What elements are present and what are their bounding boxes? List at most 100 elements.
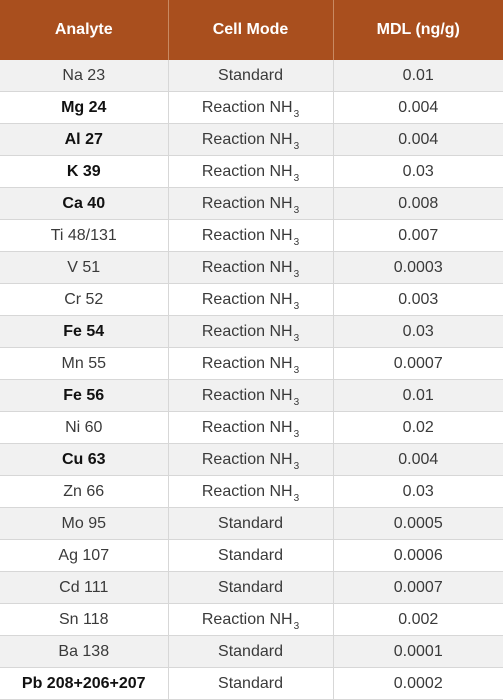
cell-mode-cell: Reaction NH3 [168, 379, 334, 412]
mdl-cell: 0.0007 [333, 571, 503, 604]
mdl-cell: 0.01 [333, 60, 503, 92]
table-header: Analyte Cell Mode MDL (ng/g) [0, 0, 503, 60]
table-row: Mn 55 Reaction NH3 0.0007 [0, 347, 503, 380]
table-row: Mg 24 Reaction NH3 0.004 [0, 91, 503, 124]
header-mdl: MDL (ng/g) [333, 0, 503, 60]
cell-mode-cell: Reaction NH3 [168, 91, 334, 124]
cell-mode-text: Reaction NH [201, 162, 293, 180]
mdl-cell: 0.03 [333, 475, 503, 508]
analyte-cell: Mg 24 [0, 91, 169, 124]
table-row: Al 27 Reaction NH3 0.004 [0, 123, 503, 156]
cell-mode-text: Standard [218, 674, 283, 692]
mdl-cell: 0.0003 [333, 251, 503, 284]
analyte-cell: Na 23 [0, 60, 169, 92]
cell-mode-subscript: 3 [293, 332, 300, 344]
table-row: Pb 208+206+207 Standard 0.0002 [0, 667, 503, 700]
mdl-cell: 0.01 [333, 379, 503, 412]
mdl-cell: 0.0005 [333, 507, 503, 540]
table-row: Cu 63 Reaction NH3 0.004 [0, 443, 503, 476]
cell-mode-text: Standard [218, 514, 283, 532]
mdl-cell: 0.002 [333, 603, 503, 636]
analyte-cell: Fe 56 [0, 379, 169, 412]
mdl-cell: 0.0006 [333, 539, 503, 572]
mdl-cell: 0.004 [333, 123, 503, 156]
mdl-cell: 0.004 [333, 91, 503, 124]
mdl-cell: 0.003 [333, 283, 503, 316]
cell-mode-subscript: 3 [293, 460, 300, 472]
analyte-cell: Ag 107 [0, 539, 169, 572]
cell-mode-subscript: 3 [293, 108, 300, 120]
cell-mode-subscript: 3 [293, 396, 300, 408]
cell-mode-text: Reaction NH [201, 610, 293, 628]
cell-mode-subscript: 3 [293, 428, 300, 440]
cell-mode-text: Reaction NH [201, 322, 293, 340]
cell-mode-subscript: 3 [293, 140, 300, 152]
mdl-cell: 0.007 [333, 219, 503, 252]
cell-mode-cell: Reaction NH3 [168, 251, 334, 284]
cell-mode-cell: Standard [168, 539, 334, 572]
mdl-cell: 0.03 [333, 315, 503, 348]
cell-mode-cell: Reaction NH3 [168, 155, 334, 188]
table-row: Cr 52 Reaction NH3 0.003 [0, 283, 503, 316]
cell-mode-text: Standard [218, 546, 283, 564]
analyte-cell: Cr 52 [0, 283, 169, 316]
cell-mode-cell: Reaction NH3 [168, 123, 334, 156]
cell-mode-subscript: 3 [293, 364, 300, 376]
cell-mode-text: Reaction NH [201, 386, 293, 404]
cell-mode-cell: Reaction NH3 [168, 187, 334, 220]
cell-mode-cell: Reaction NH3 [168, 411, 334, 444]
cell-mode-cell: Standard [168, 667, 334, 700]
mdl-cell: 0.0001 [333, 635, 503, 668]
table-row: Na 23 Standard 0.01 [0, 60, 503, 92]
analyte-cell: Al 27 [0, 123, 169, 156]
mdl-cell: 0.03 [333, 155, 503, 188]
table-row: Ag 107 Standard 0.0006 [0, 539, 503, 572]
mdl-cell: 0.02 [333, 411, 503, 444]
table-row: Ca 40 Reaction NH3 0.008 [0, 187, 503, 220]
cell-mode-cell: Standard [168, 571, 334, 604]
cell-mode-text: Reaction NH [201, 354, 293, 372]
analyte-cell: Zn 66 [0, 475, 169, 508]
cell-mode-text: Reaction NH [201, 418, 293, 436]
analyte-cell: Ba 138 [0, 635, 169, 668]
table-row: Fe 56 Reaction NH3 0.01 [0, 379, 503, 412]
cell-mode-cell: Standard [168, 60, 334, 92]
cell-mode-cell: Reaction NH3 [168, 475, 334, 508]
table-row: Ti 48/131 Reaction NH3 0.007 [0, 219, 503, 252]
cell-mode-cell: Reaction NH3 [168, 283, 334, 316]
cell-mode-text: Standard [218, 66, 283, 84]
cell-mode-text: Standard [218, 642, 283, 660]
cell-mode-cell: Standard [168, 507, 334, 540]
analyte-cell: Ti 48/131 [0, 219, 169, 252]
analyte-cell: K 39 [0, 155, 169, 188]
cell-mode-cell: Reaction NH3 [168, 603, 334, 636]
table-row: Cd 111 Standard 0.0007 [0, 571, 503, 604]
cell-mode-subscript: 3 [293, 492, 300, 504]
cell-mode-text: Standard [218, 578, 283, 596]
analyte-cell: Ni 60 [0, 411, 169, 444]
table-row: Fe 54 Reaction NH3 0.03 [0, 315, 503, 348]
mdl-cell: 0.008 [333, 187, 503, 220]
table-row: Ni 60 Reaction NH3 0.02 [0, 411, 503, 444]
table-row: Mo 95 Standard 0.0005 [0, 507, 503, 540]
table-body: Na 23 Standard 0.01 Mg 24 Reaction NH3 0.004 A… [0, 60, 503, 700]
analyte-cell: Fe 54 [0, 315, 169, 348]
analyte-cell: Mo 95 [0, 507, 169, 540]
mdl-cell: 0.0002 [333, 667, 503, 700]
cell-mode-subscript: 3 [293, 620, 300, 632]
analyte-cell: Cd 111 [0, 571, 169, 604]
cell-mode-cell: Reaction NH3 [168, 347, 334, 380]
cell-mode-subscript: 3 [293, 236, 300, 248]
cell-mode-text: Reaction NH [201, 482, 293, 500]
cell-mode-subscript: 3 [293, 204, 300, 216]
analyte-cell: Sn 118 [0, 603, 169, 636]
analyte-cell: Ca 40 [0, 187, 169, 220]
analyte-cell: Pb 208+206+207 [0, 667, 169, 700]
cell-mode-text: Reaction NH [201, 290, 293, 308]
cell-mode-text: Reaction NH [201, 258, 293, 276]
table-row: K 39 Reaction NH3 0.03 [0, 155, 503, 188]
table-row: Zn 66 Reaction NH3 0.03 [0, 475, 503, 508]
cell-mode-subscript: 3 [293, 268, 300, 280]
